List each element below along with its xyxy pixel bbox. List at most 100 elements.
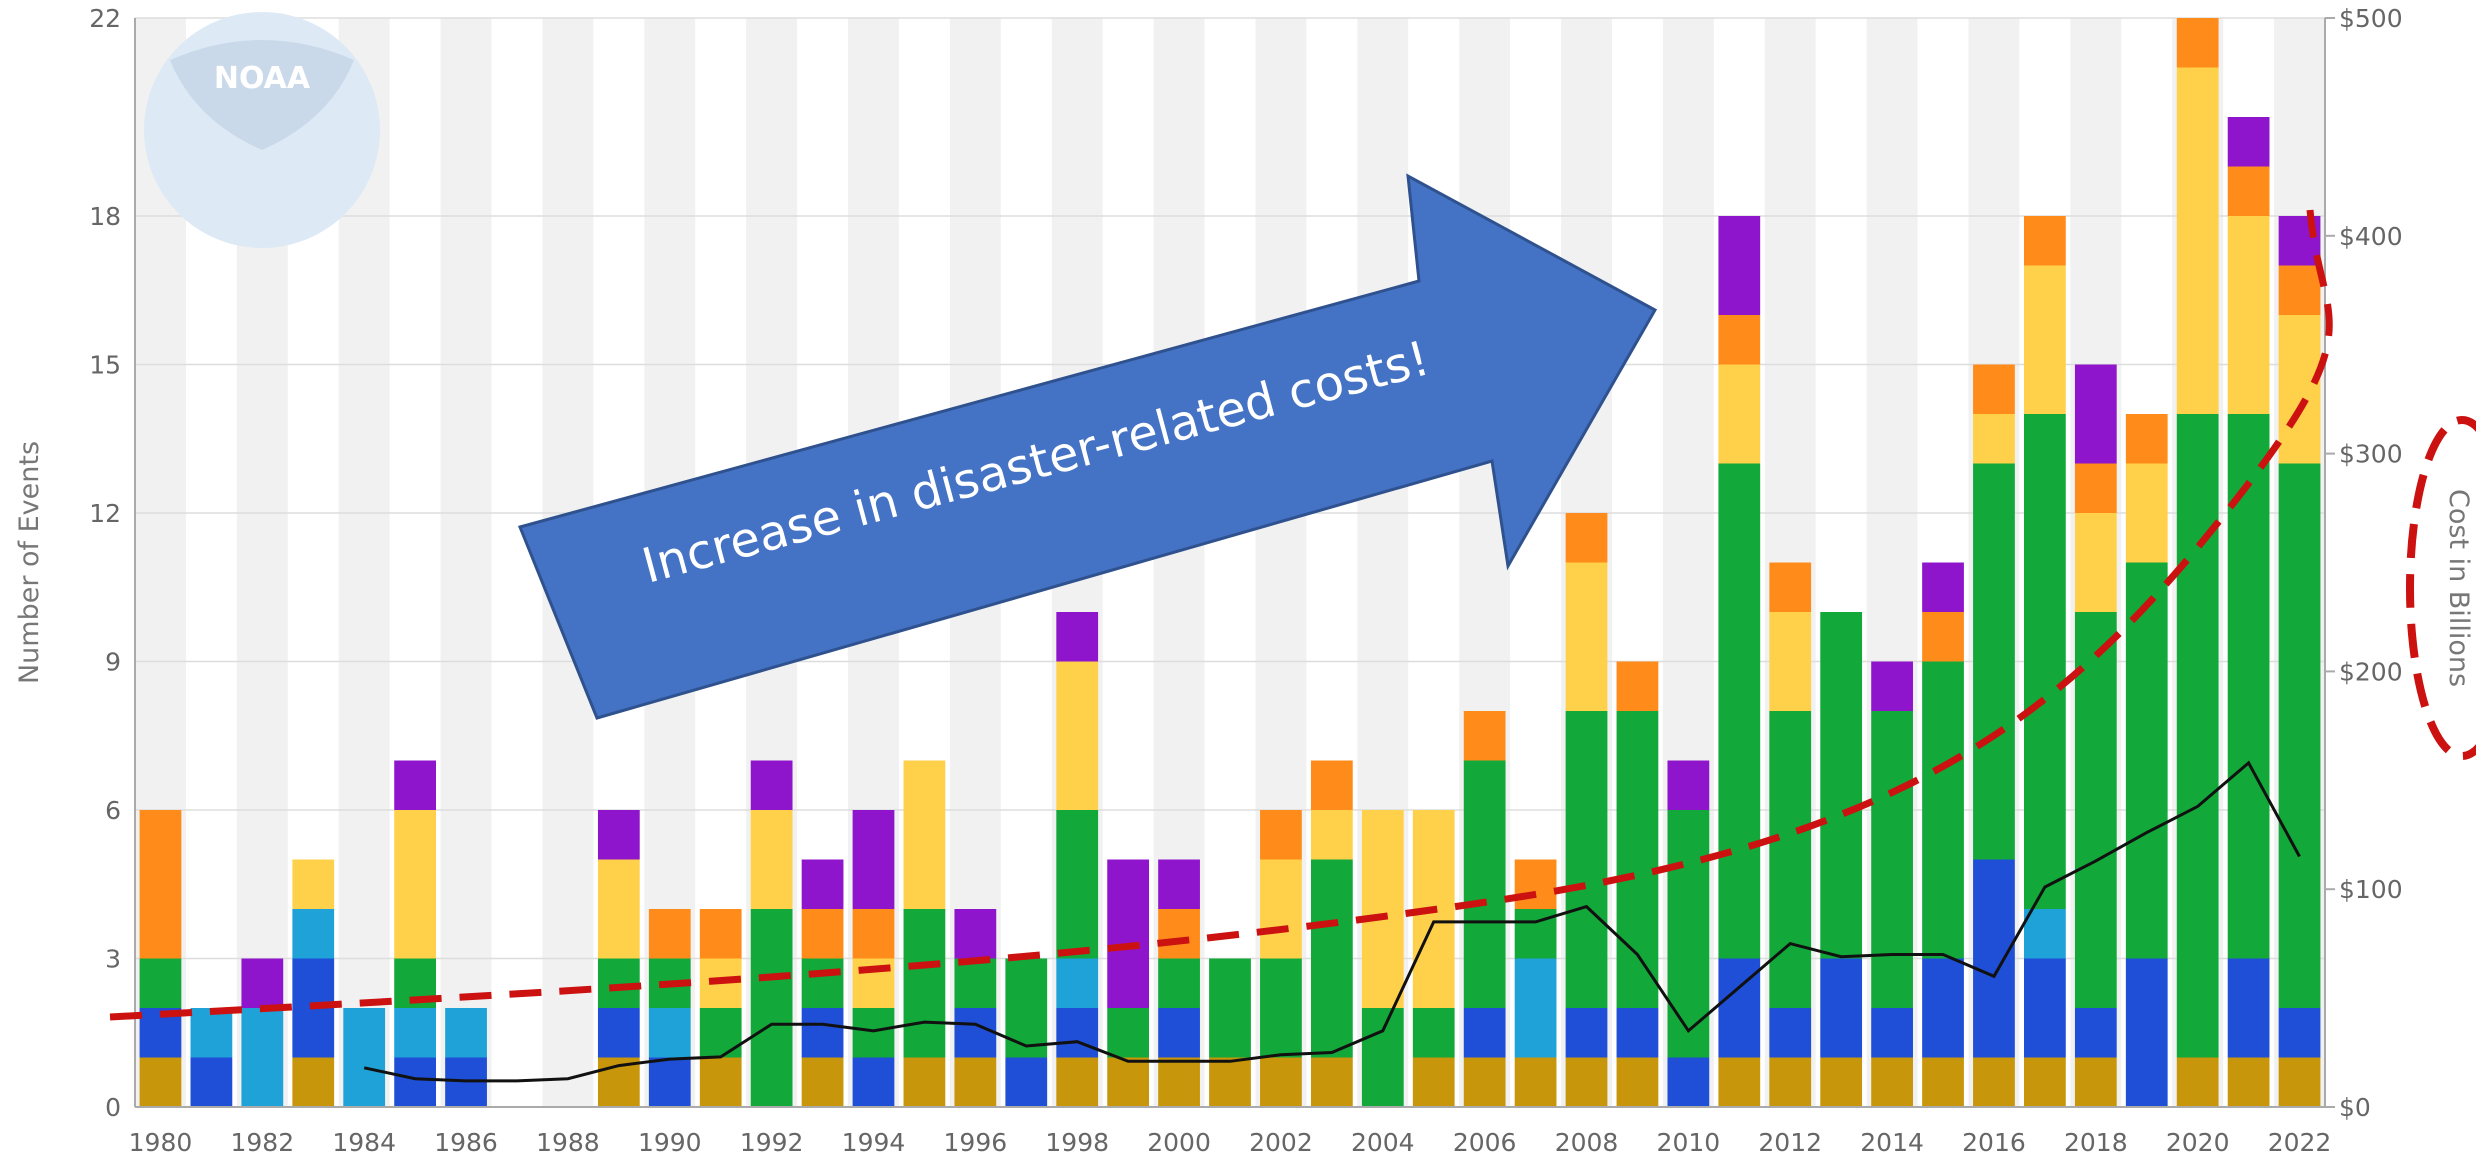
bar-segment bbox=[1260, 859, 1302, 959]
bar-segment bbox=[1820, 1057, 1863, 1107]
bar-segment bbox=[445, 1008, 487, 1058]
bar-segment bbox=[1361, 1008, 1404, 1107]
bar-segment bbox=[2125, 463, 2168, 563]
bar-segment bbox=[1514, 1057, 1557, 1107]
cost-line bbox=[363, 760, 2301, 1083]
bar-segment bbox=[1310, 1057, 1353, 1107]
x-tick-label: 1998 bbox=[1045, 1128, 1109, 1157]
bar-segment bbox=[2024, 414, 2066, 909]
bar-segment bbox=[1616, 661, 1659, 711]
x-tick-label: 2020 bbox=[2166, 1128, 2230, 1157]
bar-segment bbox=[1718, 364, 1761, 464]
y-tick-label: 9 bbox=[105, 648, 121, 677]
y-tick-label: 22 bbox=[89, 4, 121, 33]
bar-segment bbox=[954, 1008, 997, 1058]
bar-segment bbox=[1260, 1057, 1302, 1107]
bar-segment bbox=[648, 909, 691, 959]
y-tick-label: 3 bbox=[105, 945, 121, 974]
column-band bbox=[440, 18, 492, 1107]
bar-segment bbox=[1820, 958, 1863, 1058]
bar-segment bbox=[1871, 1008, 1913, 1058]
bar-segment bbox=[394, 810, 436, 959]
bar-segment bbox=[750, 810, 793, 909]
bar-segment bbox=[394, 1008, 436, 1058]
bar-segment bbox=[1056, 958, 1099, 1008]
bar-segment bbox=[1361, 810, 1404, 1008]
callout-arrow-shape bbox=[517, 173, 1658, 720]
y-tick-label: 18 bbox=[89, 202, 121, 231]
bar-segment bbox=[2074, 612, 2117, 1008]
bar-segment bbox=[292, 859, 335, 909]
x-tick-label: 2018 bbox=[2064, 1128, 2128, 1157]
bar-segment bbox=[1463, 1057, 1506, 1107]
bar-segment bbox=[2024, 958, 2066, 1058]
bar-segment bbox=[1718, 216, 1761, 315]
x-tick-label: 1982 bbox=[231, 1128, 295, 1157]
bar-segment bbox=[903, 909, 946, 1058]
bar-segment bbox=[852, 909, 895, 959]
bar-segment bbox=[2074, 1057, 2117, 1107]
bar-segment bbox=[1056, 1057, 1099, 1107]
bar-segment bbox=[2278, 463, 2321, 1008]
bar-segment bbox=[954, 1057, 997, 1107]
axis-layer: 0 3 6 9 12 15 18 22 $0 $100 $200 $300 $400 $500 1980 19… bbox=[14, 4, 2474, 1157]
y2-tick-label: $100 bbox=[2339, 875, 2403, 904]
bar-segment bbox=[1260, 810, 1302, 860]
bar-segment bbox=[2278, 315, 2321, 464]
bar-segment bbox=[394, 760, 436, 810]
bar-segment bbox=[1158, 1057, 1200, 1107]
bar-segment bbox=[2227, 1057, 2270, 1107]
bar-segment bbox=[139, 958, 182, 1008]
bar-segment bbox=[292, 1057, 335, 1107]
bar-segment bbox=[1922, 612, 1964, 662]
x-tick-label: 1990 bbox=[638, 1128, 702, 1157]
bar-segment bbox=[1973, 859, 2015, 1058]
bar-segment bbox=[1463, 760, 1506, 1008]
x-tick-label: 2008 bbox=[1555, 1128, 1619, 1157]
bar-segment bbox=[1769, 1008, 1812, 1058]
x-tick-label: 2002 bbox=[1249, 1128, 1313, 1157]
bar-segment bbox=[2125, 958, 2168, 1107]
bar-segment bbox=[1310, 760, 1353, 810]
bar-segment bbox=[241, 958, 284, 1008]
bar-segment bbox=[1463, 1008, 1506, 1058]
x-tick-label: 1992 bbox=[740, 1128, 804, 1157]
noaa-logo-bird bbox=[170, 40, 354, 150]
bar-segment bbox=[1667, 760, 1710, 810]
bar-segment bbox=[1718, 1057, 1761, 1107]
bar-segment bbox=[292, 909, 335, 959]
y-tick-label: 6 bbox=[105, 796, 121, 825]
bar-segment bbox=[1514, 859, 1557, 909]
bar-segment bbox=[2074, 463, 2117, 513]
bar-segment bbox=[1158, 859, 1200, 909]
bar-segment bbox=[2278, 1008, 2321, 1058]
bar-segment bbox=[1005, 958, 1048, 1058]
y2-tick-label: $0 bbox=[2339, 1093, 2371, 1122]
bar-segment bbox=[1107, 1057, 1150, 1107]
bar-segment bbox=[1718, 315, 1761, 365]
bar-segment bbox=[1871, 711, 1913, 1008]
bar-segment bbox=[750, 760, 793, 810]
y2-tick-label: $200 bbox=[2339, 657, 2403, 686]
bar-segment bbox=[597, 810, 640, 860]
bar-segment bbox=[648, 1057, 691, 1107]
bar-segment bbox=[1056, 810, 1099, 959]
bar-segment bbox=[1871, 1057, 1913, 1107]
exponential-trend-curve bbox=[109, 209, 2333, 1021]
bar-segment bbox=[1209, 958, 1251, 1058]
bar-segment bbox=[2125, 414, 2168, 464]
x-tick-label: 1984 bbox=[332, 1128, 396, 1157]
y-tick-label: 0 bbox=[105, 1093, 121, 1122]
bar-segment bbox=[241, 1008, 284, 1107]
noaa-logo: NOAA bbox=[144, 12, 380, 248]
bar-segment bbox=[852, 1008, 895, 1058]
bar-segment bbox=[903, 1057, 946, 1107]
bar-segment bbox=[2176, 414, 2219, 1058]
bar-segment bbox=[1667, 810, 1710, 1058]
bar-segment bbox=[1209, 1057, 1251, 1107]
y-axis-title: Number of Events bbox=[14, 441, 45, 684]
bar-segment bbox=[1565, 562, 1608, 711]
bar-segment bbox=[190, 1008, 233, 1058]
bar-segment bbox=[2227, 166, 2270, 216]
x-tick-label: 2014 bbox=[1860, 1128, 1924, 1157]
